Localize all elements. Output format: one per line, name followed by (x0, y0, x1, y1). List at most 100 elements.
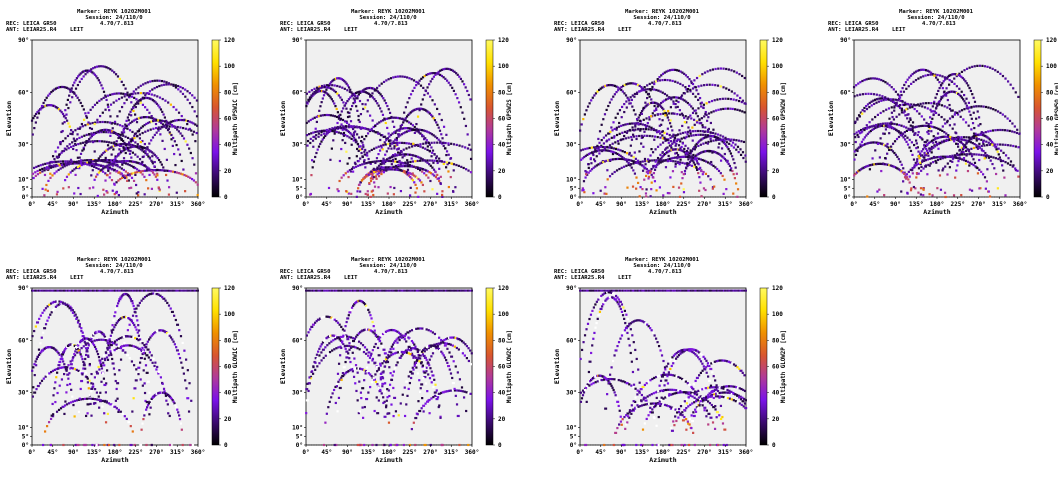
track-point (605, 140, 608, 143)
track-point (63, 404, 67, 407)
track-point (669, 159, 672, 162)
track-point (118, 124, 122, 127)
track-point (153, 87, 156, 90)
track-point (109, 172, 112, 175)
track-point (78, 156, 81, 159)
track-point (309, 192, 313, 196)
track-point (157, 126, 160, 129)
track-point (130, 101, 133, 104)
track-point (873, 163, 876, 166)
colorbar-tick-label: 20 (224, 168, 232, 175)
track-point (395, 168, 398, 171)
track-point (967, 148, 970, 151)
track-point (366, 91, 369, 95)
track-point (413, 125, 416, 129)
track-point (648, 116, 651, 119)
track-point (371, 92, 374, 95)
track-point (876, 142, 880, 145)
track-point (432, 168, 436, 171)
track-point (669, 149, 672, 152)
track-point (408, 77, 411, 80)
track-point (425, 130, 429, 133)
track-point (896, 99, 900, 102)
track-point (100, 129, 103, 132)
track-point (654, 80, 658, 83)
track-point (926, 151, 930, 155)
track-point (368, 182, 371, 185)
track-point (74, 79, 77, 82)
track-point (623, 130, 627, 134)
track-point (652, 164, 655, 168)
track-point (978, 168, 981, 171)
antenna-radome-label: LEIT (344, 27, 358, 33)
track-point (97, 395, 100, 398)
track-point (713, 99, 716, 102)
track-point (597, 145, 600, 149)
track-point (893, 165, 896, 169)
track-point (72, 403, 75, 407)
track-point (1000, 149, 1003, 152)
track-point (923, 141, 926, 144)
antenna-radome-label: LEIT (70, 275, 84, 281)
track-point (857, 130, 860, 133)
track-point (967, 84, 970, 87)
x-tick-label: 135° (909, 201, 923, 208)
track-point (382, 80, 386, 84)
track-point (375, 86, 379, 90)
track-point (55, 367, 58, 371)
track-point (732, 173, 735, 176)
track-point (615, 157, 618, 161)
track-point (694, 156, 697, 160)
track-point (689, 150, 692, 153)
track-point (360, 151, 363, 155)
track-point (708, 150, 711, 153)
track-point (726, 107, 730, 110)
track-point (665, 98, 668, 101)
track-point (665, 70, 668, 73)
track-point (667, 141, 670, 144)
track-point (954, 111, 957, 114)
track-point (143, 169, 146, 172)
track-point (963, 153, 966, 156)
track-point (116, 123, 119, 126)
track-point (329, 114, 332, 117)
track-point (319, 105, 322, 108)
track-point (183, 118, 186, 121)
track-point (321, 86, 324, 89)
track-point (701, 137, 704, 140)
track-point (353, 94, 357, 97)
track-point (625, 100, 628, 103)
track-point (981, 64, 984, 67)
track-point (420, 181, 423, 184)
track-point (651, 112, 654, 115)
track-point (141, 139, 144, 143)
track-point (683, 172, 686, 175)
track-point (412, 109, 415, 112)
track-point (677, 69, 680, 72)
track-point (697, 172, 700, 175)
track-point (946, 98, 949, 102)
track-point (316, 88, 319, 91)
track-point (928, 126, 931, 130)
track-point (665, 94, 669, 97)
track-point (998, 156, 1001, 159)
track-point (134, 166, 137, 170)
track-point (59, 109, 62, 112)
track-point (686, 87, 690, 91)
track-point (339, 118, 342, 122)
x-tick-label: 270° (149, 201, 163, 208)
track-point (36, 384, 40, 388)
track-point (874, 98, 877, 101)
track-point (421, 158, 424, 161)
track-point (976, 147, 980, 150)
track-point (151, 155, 154, 158)
track-point (1004, 143, 1007, 146)
track-point (877, 123, 880, 126)
track-point (412, 142, 415, 145)
track-point (421, 168, 425, 171)
track-point (117, 193, 120, 197)
track-point (123, 141, 126, 145)
track-point (153, 153, 156, 156)
track-point (654, 164, 657, 168)
track-point (871, 157, 874, 160)
